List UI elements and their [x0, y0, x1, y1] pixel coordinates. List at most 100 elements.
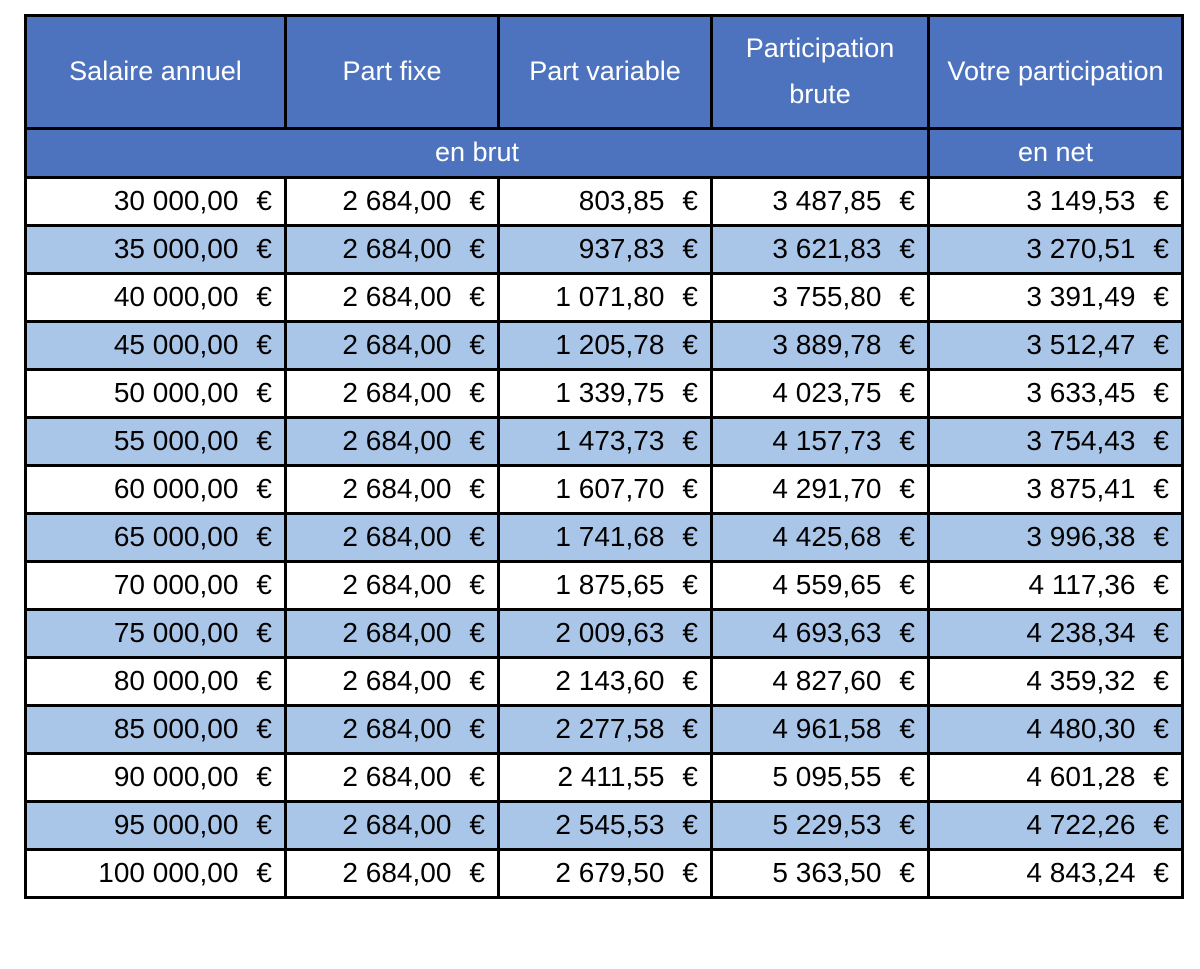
- cell-votre-participation: 4 601,28 €: [927, 751, 1184, 803]
- cell-participation-brute: 3 487,85 €: [710, 175, 930, 227]
- cell-content: 90 000,00 €: [27, 761, 284, 793]
- cell-part-fixe: 2 684,00 €: [284, 175, 500, 227]
- cell-votre-participation: 4 238,34 €: [927, 607, 1184, 659]
- table-row: 45 000,00 € 2 684,00 € 1 205,78 € 3 889,…: [24, 319, 1184, 371]
- euro-symbol: €: [899, 185, 915, 217]
- cell-votre-participation: 3 754,43 €: [927, 415, 1184, 467]
- cell-content: 4 157,73 €: [713, 425, 927, 457]
- cell-value: 2 684,00: [342, 761, 452, 793]
- cell-votre-participation: 3 391,49 €: [927, 271, 1184, 323]
- cell-content: 3 149,53 €: [930, 185, 1181, 217]
- cell-value: 1 875,65: [555, 569, 665, 601]
- table-row: 30 000,00 € 2 684,00 € 803,85 € 3 487,85…: [24, 175, 1184, 227]
- cell-content: 35 000,00 €: [27, 233, 284, 265]
- cell-value: 4 961,58: [772, 713, 882, 745]
- cell-value: 75 000,00: [113, 617, 239, 649]
- cell-salaire-annuel: 50 000,00 €: [24, 367, 287, 419]
- cell-value: 3 512,47: [1026, 329, 1136, 361]
- cell-votre-participation: 4 722,26 €: [927, 799, 1184, 851]
- table-row: 90 000,00 € 2 684,00 € 2 411,55 € 5 095,…: [24, 751, 1184, 803]
- euro-symbol: €: [1153, 473, 1169, 505]
- cell-content: 30 000,00 €: [27, 185, 284, 217]
- cell-part-variable: 1 741,68 €: [497, 511, 713, 563]
- cell-content: 4 961,58 €: [713, 713, 927, 745]
- euro-symbol: €: [682, 809, 698, 841]
- cell-participation-brute: 4 291,70 €: [710, 463, 930, 515]
- cell-content: 2 143,60 €: [500, 665, 710, 697]
- cell-salaire-annuel: 100 000,00 €: [24, 847, 287, 899]
- cell-value: 3 754,43: [1026, 425, 1136, 457]
- cell-votre-participation: 4 480,30 €: [927, 703, 1184, 755]
- table-row: 75 000,00 € 2 684,00 € 2 009,63 € 4 693,…: [24, 607, 1184, 659]
- cell-value: 2 684,00: [342, 713, 452, 745]
- cell-value: 90 000,00: [113, 761, 239, 793]
- euro-symbol: €: [899, 761, 915, 793]
- cell-value: 5 095,55: [772, 761, 882, 793]
- cell-part-fixe: 2 684,00 €: [284, 607, 500, 659]
- cell-content: 4 359,32 €: [930, 665, 1181, 697]
- euro-symbol: €: [1153, 185, 1169, 217]
- column-header-salaire-annuel: Salaire annuel: [24, 14, 287, 130]
- cell-value: 3 621,83: [772, 233, 882, 265]
- cell-content: 3 512,47 €: [930, 329, 1181, 361]
- cell-content: 40 000,00 €: [27, 281, 284, 313]
- euro-symbol: €: [256, 377, 272, 409]
- table-row: 40 000,00 € 2 684,00 € 1 071,80 € 3 755,…: [24, 271, 1184, 323]
- cell-content: 3 391,49 €: [930, 281, 1181, 313]
- cell-value: 2 684,00: [342, 329, 452, 361]
- cell-value: 4 601,28: [1026, 761, 1136, 793]
- euro-symbol: €: [682, 329, 698, 361]
- column-header-part-variable: Part variable: [497, 14, 713, 130]
- cell-value: 803,85: [578, 185, 665, 217]
- euro-symbol: €: [1153, 377, 1169, 409]
- cell-salaire-annuel: 95 000,00 €: [24, 799, 287, 851]
- cell-content: 3 875,41 €: [930, 473, 1181, 505]
- euro-symbol: €: [469, 281, 485, 313]
- cell-content: 1 741,68 €: [500, 521, 710, 553]
- cell-part-variable: 2 143,60 €: [497, 655, 713, 707]
- cell-content: 3 754,43 €: [930, 425, 1181, 457]
- cell-part-variable: 2 277,58 €: [497, 703, 713, 755]
- table-row: 70 000,00 € 2 684,00 € 1 875,65 € 4 559,…: [24, 559, 1184, 611]
- cell-content: 2 684,00 €: [287, 617, 497, 649]
- cell-part-fixe: 2 684,00 €: [284, 415, 500, 467]
- cell-votre-participation: 3 512,47 €: [927, 319, 1184, 371]
- cell-salaire-annuel: 80 000,00 €: [24, 655, 287, 707]
- cell-content: 95 000,00 €: [27, 809, 284, 841]
- cell-value: 2 684,00: [342, 569, 452, 601]
- cell-votre-participation: 3 149,53 €: [927, 175, 1184, 227]
- cell-value: 2 411,55: [557, 761, 665, 793]
- cell-content: 3 889,78 €: [713, 329, 927, 361]
- cell-participation-brute: 4 157,73 €: [710, 415, 930, 467]
- euro-symbol: €: [256, 473, 272, 505]
- euro-symbol: €: [899, 809, 915, 841]
- cell-part-variable: 1 071,80 €: [497, 271, 713, 323]
- euro-symbol: €: [256, 665, 272, 697]
- cell-content: 3 621,83 €: [713, 233, 927, 265]
- cell-content: 2 684,00 €: [287, 521, 497, 553]
- cell-content: 4 601,28 €: [930, 761, 1181, 793]
- cell-value: 3 391,49: [1026, 281, 1136, 313]
- cell-content: 2 411,55 €: [500, 761, 710, 793]
- cell-content: 1 339,75 €: [500, 377, 710, 409]
- cell-part-variable: 803,85 €: [497, 175, 713, 227]
- euro-symbol: €: [1153, 665, 1169, 697]
- cell-value: 5 363,50: [772, 857, 882, 889]
- cell-content: 2 684,00 €: [287, 857, 497, 889]
- header-row: Salaire annuel Part fixe Part variable P…: [24, 14, 1184, 130]
- euro-symbol: €: [1153, 425, 1169, 457]
- cell-content: 4 425,68 €: [713, 521, 927, 553]
- cell-value: 70 000,00: [113, 569, 239, 601]
- cell-value: 3 889,78: [772, 329, 882, 361]
- cell-content: 803,85 €: [500, 185, 710, 217]
- cell-content: 2 684,00 €: [287, 761, 497, 793]
- cell-part-variable: 2 545,53 €: [497, 799, 713, 851]
- euro-symbol: €: [256, 617, 272, 649]
- euro-symbol: €: [899, 713, 915, 745]
- cell-content: 55 000,00 €: [27, 425, 284, 457]
- cell-part-fixe: 2 684,00 €: [284, 703, 500, 755]
- cell-part-fixe: 2 684,00 €: [284, 511, 500, 563]
- euro-symbol: €: [682, 425, 698, 457]
- cell-part-fixe: 2 684,00 €: [284, 223, 500, 275]
- cell-value: 2 009,63: [555, 617, 665, 649]
